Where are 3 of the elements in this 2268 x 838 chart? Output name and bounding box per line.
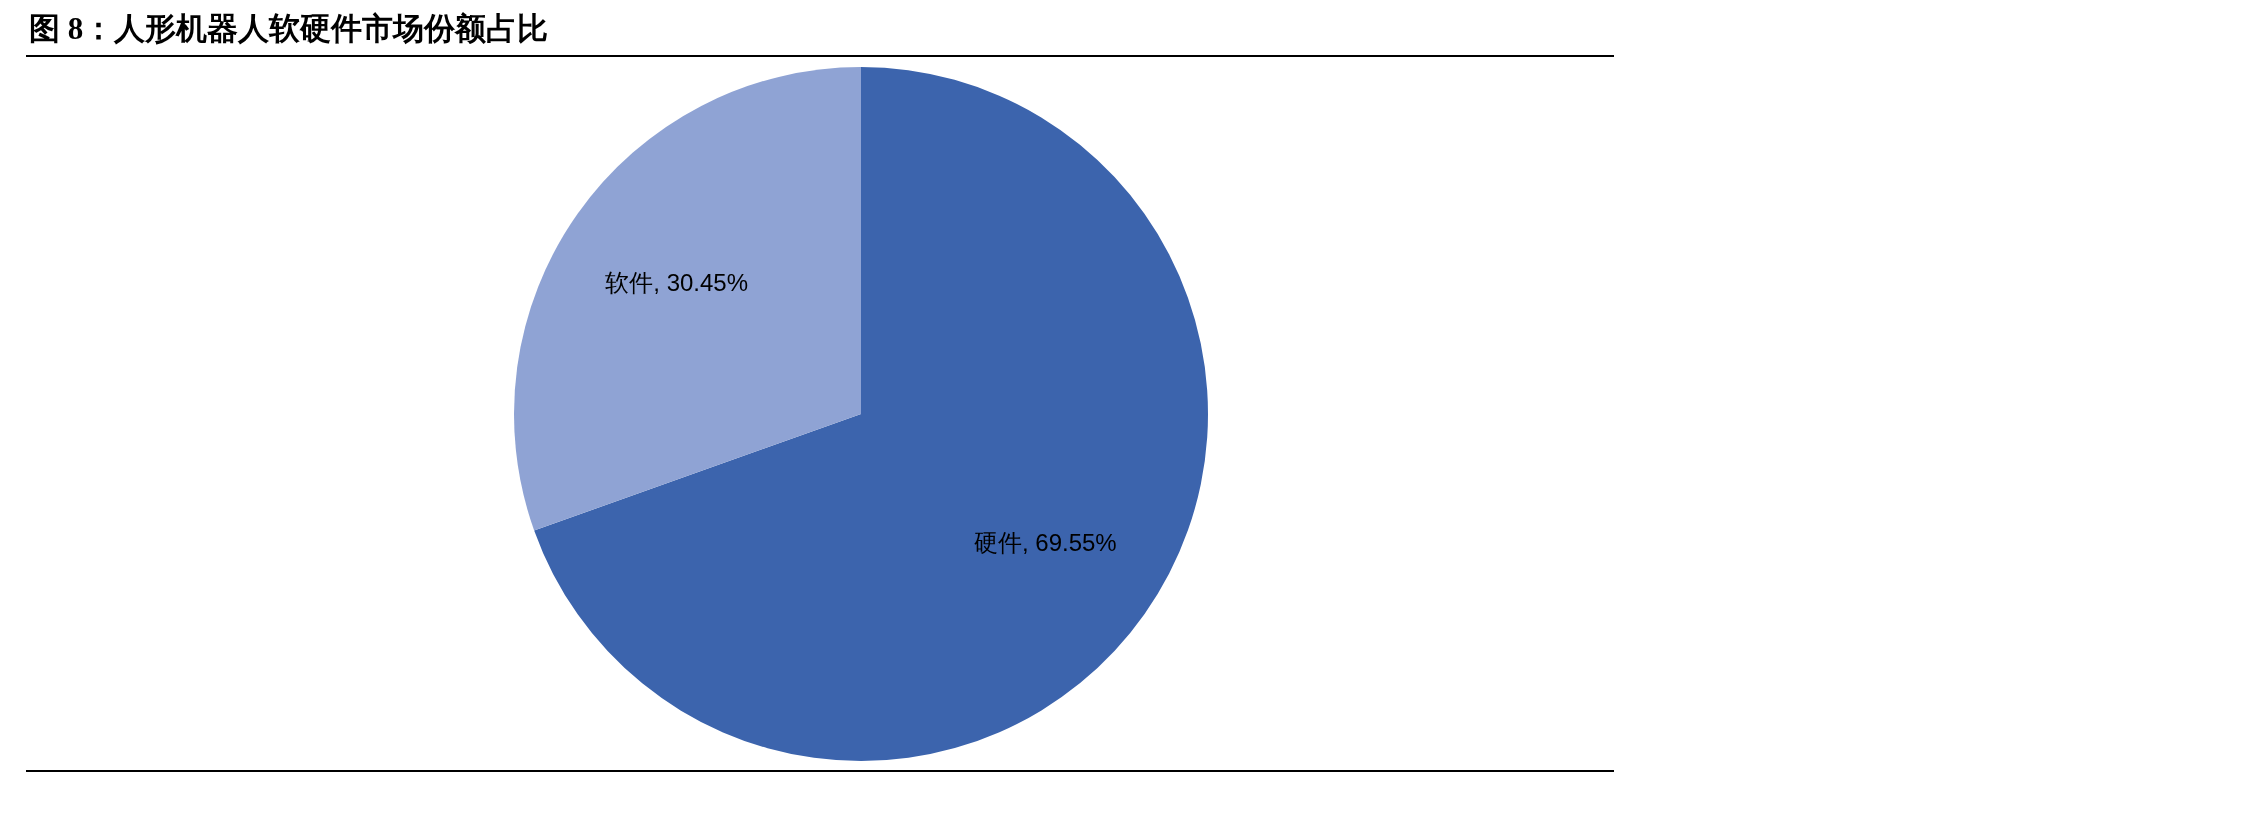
slice-label: 硬件, 69.55% bbox=[973, 528, 1117, 556]
chart-title: 图 8：人形机器人软硬件市场份额占比 bbox=[29, 10, 549, 48]
slice-label: 软件, 30.45% bbox=[605, 268, 749, 296]
